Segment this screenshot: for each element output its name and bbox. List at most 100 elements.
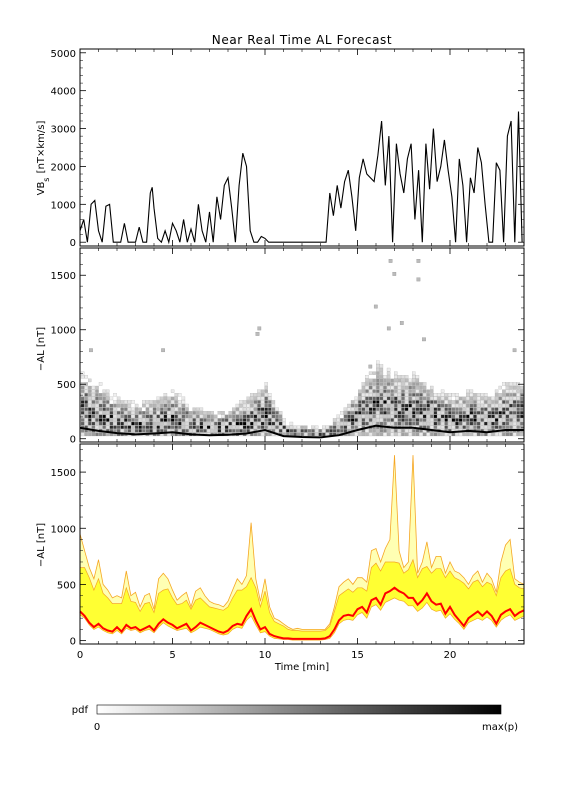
heatmap-cell	[365, 432, 369, 437]
heatmap-cell	[196, 425, 200, 429]
heatmap-cell	[242, 421, 247, 426]
heatmap-cell	[170, 421, 175, 426]
heatmap-cell	[487, 432, 492, 437]
heatmap-cell	[102, 407, 106, 411]
heatmap-cell	[358, 432, 362, 437]
heatmap-cell	[257, 411, 261, 415]
heatmap-cell	[80, 421, 85, 426]
heatmap-cell	[142, 418, 146, 422]
heatmap-cell	[448, 403, 452, 408]
heatmap-cell	[444, 411, 448, 415]
heatmap-cell	[246, 425, 250, 429]
heatmap-cell	[350, 418, 355, 422]
heatmap-cell	[271, 411, 276, 415]
heatmap-cell	[192, 407, 196, 411]
heatmap-cell	[408, 385, 412, 390]
heatmap-cell	[268, 400, 272, 404]
heatmap-cell	[257, 414, 261, 419]
heatmap-cell	[354, 396, 358, 401]
heatmap-cell	[505, 414, 510, 419]
heatmap-cell	[106, 421, 110, 426]
heatmap-cell	[178, 421, 182, 426]
heatmap-cell	[408, 382, 412, 386]
heatmap-cell	[455, 396, 459, 401]
heatmap-cell	[127, 407, 132, 411]
heatmap-cell	[505, 421, 510, 426]
heatmap-cell	[520, 414, 524, 419]
inner-band	[80, 559, 524, 641]
heatmap-cell	[361, 414, 366, 419]
heatmap-cell	[412, 432, 416, 437]
heatmap-cell	[480, 421, 484, 426]
heatmap-cell	[422, 403, 427, 408]
vbs-axes: 0 1000 2000 3000 4000 5000	[51, 48, 525, 249]
heatmap-cell	[386, 371, 391, 375]
heatmap-cell	[239, 425, 243, 429]
heatmap-cell	[293, 429, 297, 433]
heatmap-cell	[268, 396, 272, 401]
heatmap-cell	[502, 389, 506, 393]
heatmap-cell	[221, 418, 225, 422]
heatmap-cell	[397, 403, 402, 408]
heatmap-cell	[379, 400, 384, 404]
heatmap-cell	[494, 407, 499, 411]
heatmap-cell	[268, 411, 272, 415]
heatmap-cell	[422, 382, 427, 386]
heatmap-cell	[264, 432, 268, 437]
heatmap-cell	[401, 396, 405, 401]
heatmap-cell	[404, 375, 409, 379]
heatmap-cell	[502, 418, 506, 422]
heatmap-cell	[404, 403, 409, 408]
heatmap-cell	[124, 411, 128, 415]
heatmap-cell	[217, 411, 222, 415]
heatmap-cell	[520, 411, 524, 415]
heatmap-cell	[199, 421, 204, 426]
heatmap-cell	[365, 421, 369, 426]
heatmap-cell	[260, 432, 265, 437]
heatmap-cell	[368, 414, 373, 419]
heatmap-cell	[476, 411, 481, 415]
heatmap-cell	[84, 432, 88, 437]
heatmap-cell	[388, 259, 393, 263]
heatmap-cell	[203, 414, 207, 419]
heatmap-cell	[199, 407, 204, 411]
heatmap-cell	[401, 429, 405, 433]
heatmap-cell	[264, 425, 268, 429]
y-tick-label: 500	[57, 580, 76, 591]
heatmap-cell	[228, 429, 232, 433]
heatmap-cell	[250, 396, 254, 401]
heatmap-cell	[156, 396, 160, 401]
heatmap-cell	[91, 407, 96, 411]
heatmap-cell	[174, 396, 178, 401]
heatmap-cell	[113, 403, 117, 408]
heatmap-cell	[412, 382, 416, 386]
heatmap-cell	[397, 389, 402, 393]
heatmap-cell	[509, 432, 513, 437]
colorbar-max-label: max(p)	[482, 722, 518, 733]
heatmap-cell	[361, 393, 366, 397]
heatmap-cell	[372, 400, 376, 404]
heatmap-cell	[368, 411, 373, 415]
heatmap-cell	[84, 418, 88, 422]
heatmap-cell	[350, 432, 355, 437]
heatmap-cell	[354, 400, 358, 404]
heatmap-cell	[188, 411, 193, 415]
heatmap-cell	[484, 411, 488, 415]
heatmap-cell	[386, 407, 391, 411]
heatmap-cell	[120, 414, 124, 419]
heatmap-cell	[455, 403, 459, 408]
al-ensemble-series	[79, 455, 525, 641]
heatmap-cell	[84, 411, 88, 415]
vbs-series	[79, 111, 523, 245]
heatmap-cell	[264, 385, 268, 390]
heatmap-cell	[253, 425, 258, 429]
heatmap-cell	[88, 411, 92, 415]
heatmap-cell	[318, 429, 322, 433]
heatmap-cell	[390, 400, 394, 404]
heatmap-cell	[401, 414, 405, 419]
heatmap-cell	[109, 411, 114, 415]
heatmap-cell	[199, 414, 204, 419]
heatmap-cell	[383, 393, 387, 397]
heatmap-cell	[469, 421, 474, 426]
heatmap-cell	[264, 421, 268, 426]
